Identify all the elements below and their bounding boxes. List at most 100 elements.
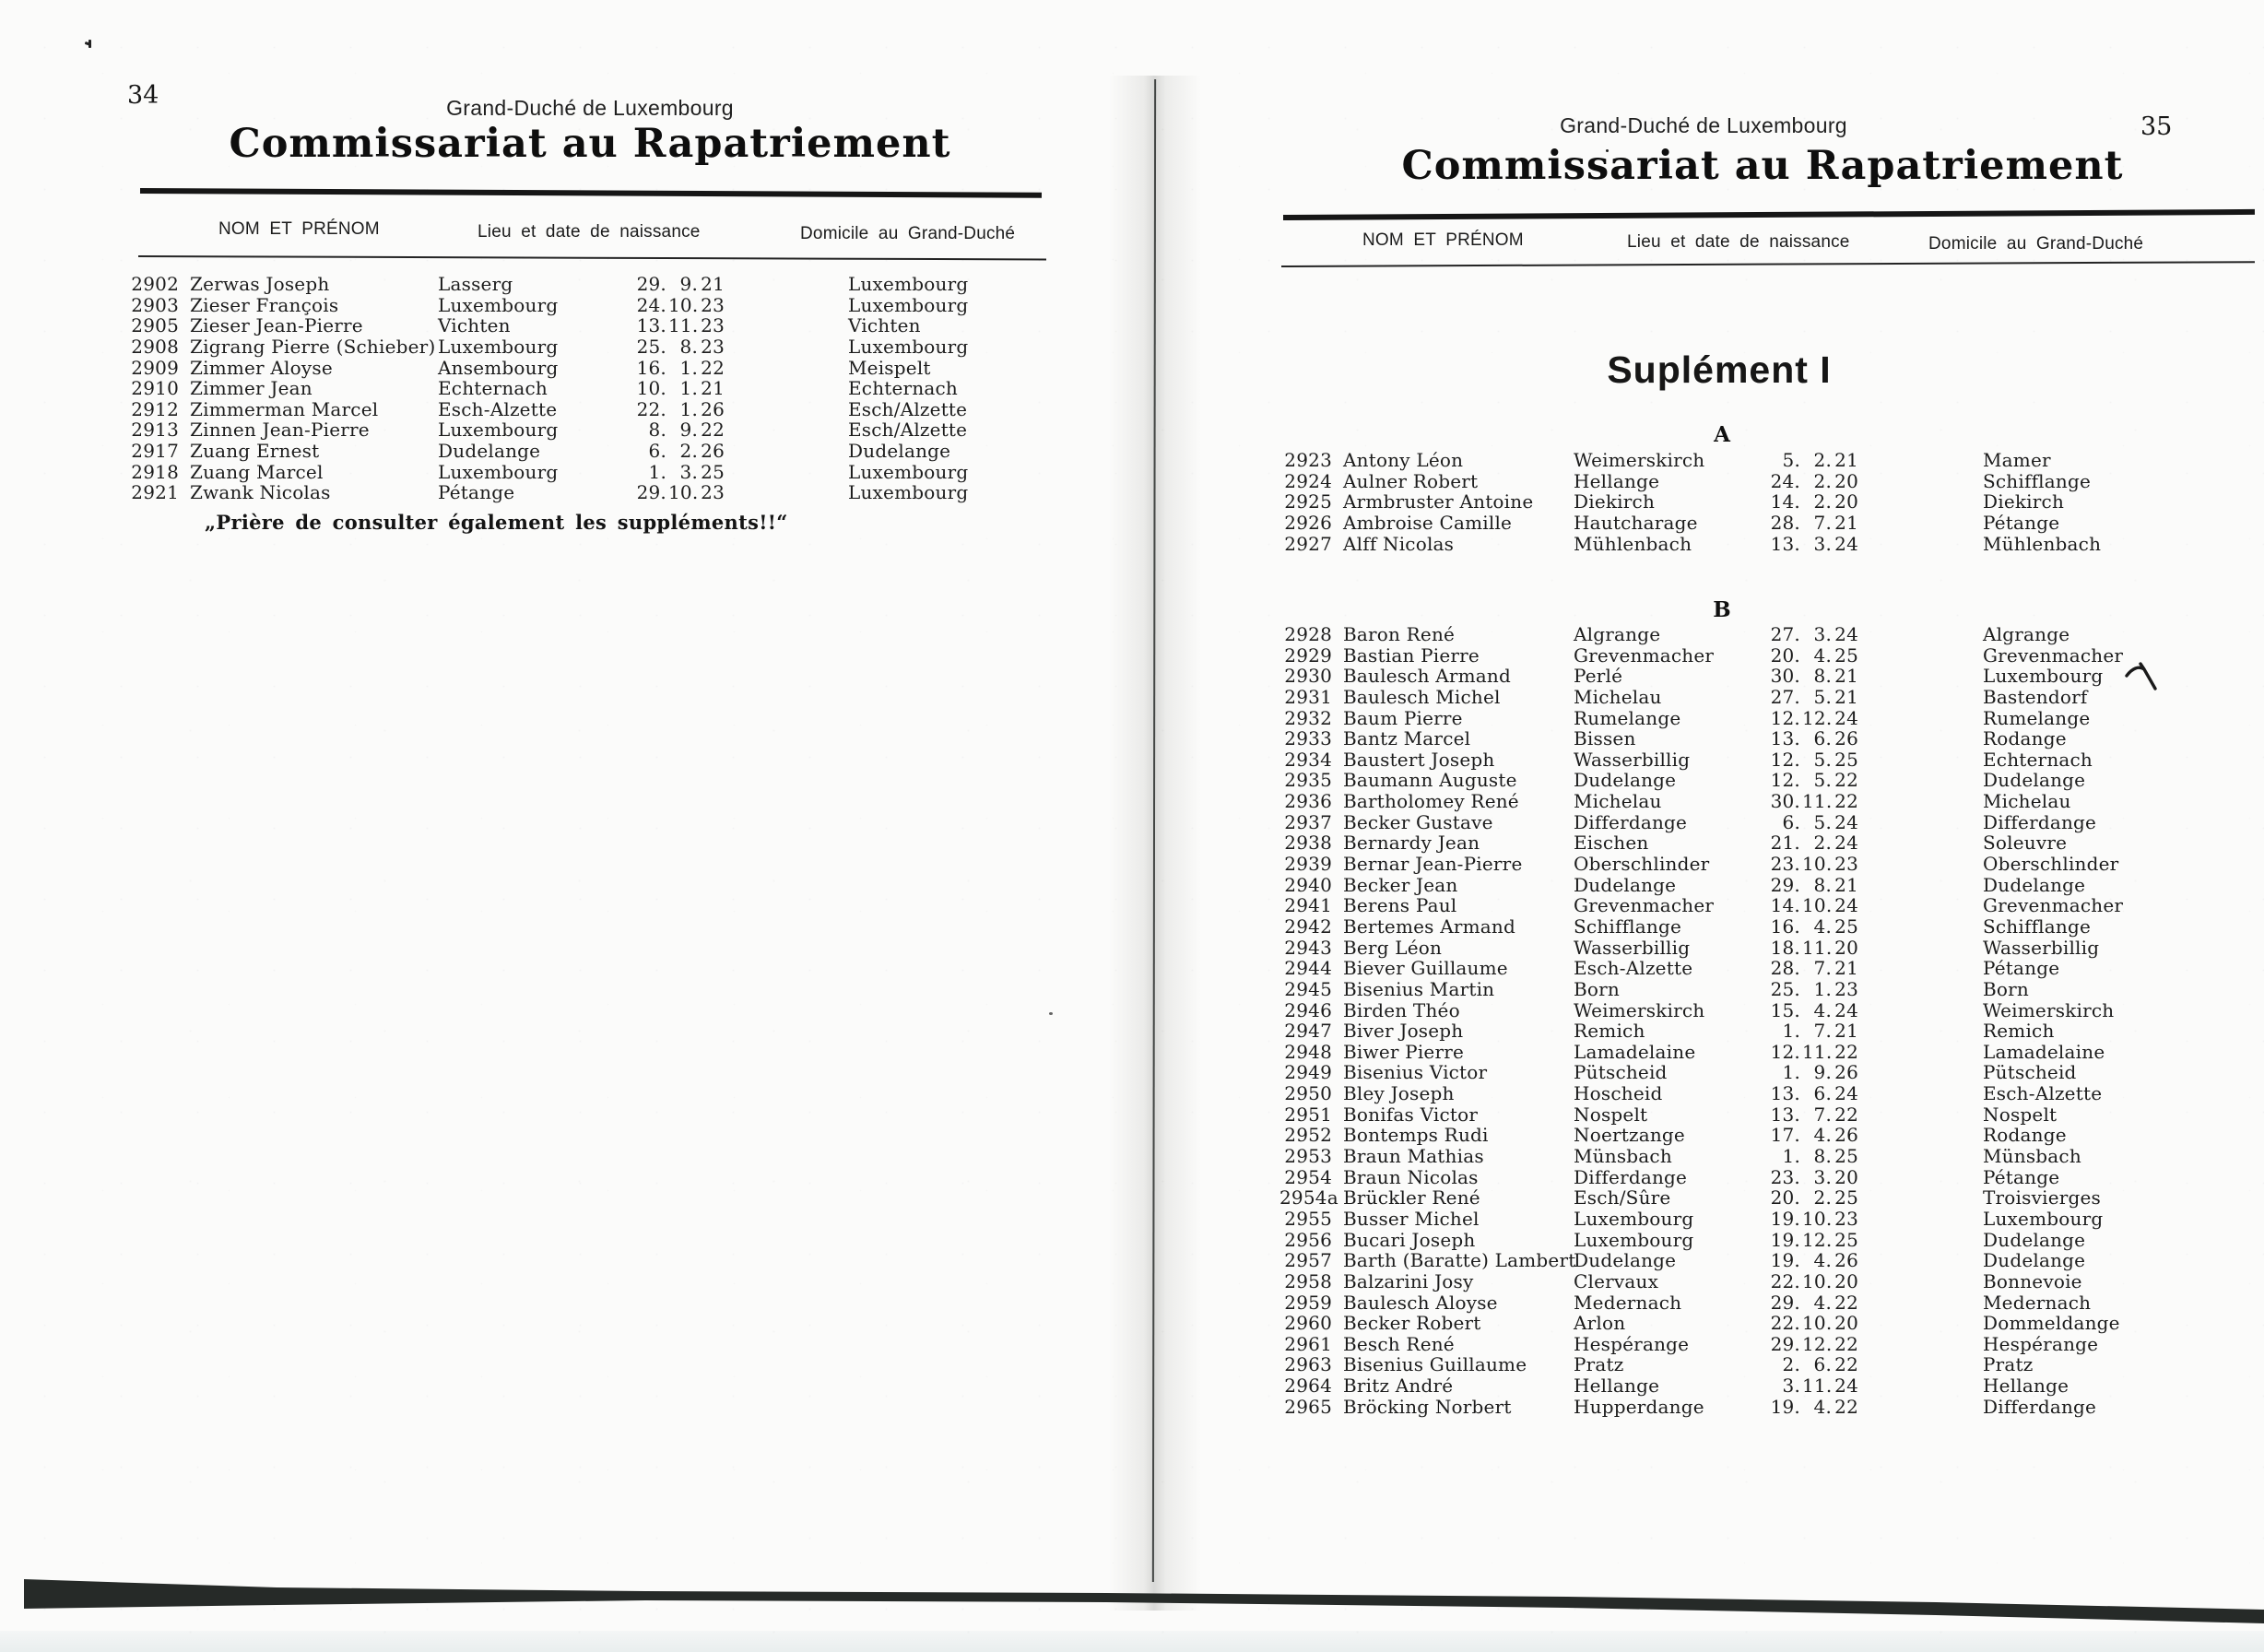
entry-birthdate: 1. 8. 25 <box>1782 1145 1858 1168</box>
page-number-right: 35 <box>2140 112 2173 141</box>
table-top-rule-right <box>1282 208 2255 220</box>
entry-name: Bonifas Victor <box>1343 1103 1479 1126</box>
column-header-birth-left: Lieu et date de naissance <box>478 222 701 242</box>
entry-domicile: Dommeldange <box>1983 1312 2120 1335</box>
entry-name: Bley Joseph <box>1343 1082 1455 1105</box>
entry-birthdate: 24. 10. 23 <box>636 293 725 316</box>
entry-domicile: Dudelange <box>848 440 951 463</box>
entry-birthplace: Esch-Alzette <box>438 397 558 420</box>
register-table-section-b: 2928 Baron René Algrange 27. 3. 24 Algrang… <box>1265 623 2264 1418</box>
table-row: 2934 Baustert Joseph Wasserbillig 12. 5. 2… <box>1279 749 2264 771</box>
entry-birthdate: 12. 5. 22 <box>1770 769 1858 792</box>
entry-name: Bisenius Victor <box>1343 1061 1488 1084</box>
entry-name: Becker Jean <box>1343 873 1458 896</box>
entry-birthdate: 19. 10. 23 <box>1770 1207 1858 1230</box>
entry-birthdate: 12. 12. 24 <box>1770 706 1858 729</box>
entry-birthdate: 27. 5. 21 <box>1770 685 1858 708</box>
entry-number: 2908 <box>131 335 179 358</box>
table-row: 2953 Braun Mathias Münsbach 1. 8. 25 Münsb… <box>1279 1145 2264 1168</box>
entry-birthplace: Ansembourg <box>438 356 559 379</box>
entry-birthdate: 1. 9. 26 <box>1782 1061 1858 1084</box>
entry-birthplace: Hoscheid <box>1574 1082 1663 1105</box>
entry-domicile: Rodange <box>1983 727 2067 750</box>
entry-birthdate: 5. 2. 21 <box>1782 449 1858 471</box>
entry-birthplace: Medernach <box>1574 1291 1682 1314</box>
page-bottom-shadow <box>24 1579 2264 1623</box>
entry-name: Barth (Baratte) Lambert <box>1343 1249 1576 1272</box>
entry-name: Braun Nicolas <box>1343 1165 1479 1188</box>
table-row: 2957 Barth (Baratte) Lambert Dudelange 1… <box>1279 1249 2264 1272</box>
entry-birthdate: 22. 1. 26 <box>636 397 725 420</box>
entry-domicile: Luxembourg <box>848 273 969 295</box>
section-letter-a: A <box>1714 422 1730 447</box>
table-row: 2912 Zimmerman Marcel Esch-Alzette 22. 1.… <box>127 397 1054 420</box>
entry-name: Zwank Nicolas <box>190 481 331 504</box>
supplement-heading: Suplément I <box>1607 348 1832 391</box>
register-table-left: 2902 Zerwas Joseph Lasserg 29. 9. 21 Luxem… <box>127 273 1054 504</box>
entry-birthplace: Münsbach <box>1574 1145 1672 1168</box>
entry-birthdate: 2. 6. 22 <box>1782 1353 1858 1376</box>
entry-name: Baumann Auguste <box>1343 769 1517 792</box>
entry-birthplace: Grevenmacher <box>1574 643 1715 667</box>
page-number-left: 34 <box>127 81 159 110</box>
entry-birthdate: 24. 2. 20 <box>1770 469 1858 492</box>
table-row: 2946 Birden Théo Weimerskirch 15. 4. 24 We… <box>1279 999 2264 1021</box>
table-row: 2945 Bisenius Martin Born 25. 1. 23 Born <box>1279 977 2264 1000</box>
entry-number: 2937 <box>1284 810 1332 833</box>
entry-birthplace: Dudelange <box>1574 873 1677 896</box>
entry-birthdate: 29. 9. 21 <box>636 273 725 295</box>
entry-number: 2963 <box>1284 1353 1332 1376</box>
entry-domicile: Weimerskirch <box>1983 998 2115 1021</box>
entry-domicile: Vichten <box>848 314 921 337</box>
table-row: 2931 Baulesch Michel Michelau 27. 5. 21 Ba… <box>1279 685 2264 708</box>
table-row: 2936 Bartholomey René Michelau 30. 11. 22 … <box>1279 790 2264 812</box>
entry-number: 2912 <box>131 397 179 420</box>
entry-birthdate: 16. 1. 22 <box>636 356 725 379</box>
entry-domicile: Esch/Alzette <box>848 419 968 442</box>
entry-number: 2926 <box>1284 511 1332 534</box>
entry-domicile: Luxembourg <box>1983 665 2104 688</box>
entry-name: Brückler René <box>1343 1186 1480 1210</box>
table-row: 2942 Bertemes Armand Schifflange 16. 4. 25… <box>1279 914 2264 938</box>
entry-name: Berens Paul <box>1343 894 1457 917</box>
table-row: 2954 Braun Nicolas Differdange 23. 3. 20 P… <box>1279 1165 2264 1188</box>
entry-domicile: Grevenmacher <box>1983 894 2124 917</box>
page-kicker-right: Grand-Duché de Luxembourg <box>1560 113 1847 137</box>
entry-number: 2930 <box>1284 665 1332 688</box>
table-row: 2923 Antony Léon Weimerskirch 5. 2. 21 Mam… <box>1279 449 2264 471</box>
entry-birthdate: 14. 10. 24 <box>1770 894 1858 917</box>
entry-birthdate: 29. 4. 22 <box>1770 1291 1858 1314</box>
entry-name: Biwer Pierre <box>1343 1040 1465 1063</box>
table-row: 2959 Baulesch Aloyse Medernach 29. 4. 22 M… <box>1279 1291 2264 1314</box>
entry-domicile: Nospelt <box>1983 1103 2058 1126</box>
entry-birthplace: Arlon <box>1574 1312 1626 1335</box>
entry-birthdate: 1. 7. 21 <box>1782 1020 1858 1043</box>
entry-birthplace: Luxembourg <box>438 460 559 483</box>
entry-birthplace: Nospelt <box>1574 1103 1648 1126</box>
entry-birthplace: Hautcharage <box>1574 511 1698 534</box>
table-header-rule-right <box>1280 261 2255 268</box>
entry-birthplace: Algrange <box>1574 623 1661 645</box>
table-row: 2939 Bernar Jean-Pierre Oberschlinder 23… <box>1279 853 2264 876</box>
entry-name: Bertemes Armand <box>1343 914 1515 938</box>
table-row: 2929 Bastian Pierre Grevenmacher 20. 4. 25… <box>1279 643 2264 667</box>
dust-speck <box>1049 1012 1053 1015</box>
entry-birthplace: Grevenmacher <box>1574 894 1715 917</box>
entry-number: 2923 <box>1284 449 1332 471</box>
entry-birthplace: Luxembourg <box>1574 1228 1694 1251</box>
entry-birthplace: Lasserg <box>438 273 513 295</box>
entry-birthdate: 6. 2. 26 <box>648 440 725 463</box>
entry-domicile: Born <box>1983 977 2029 1000</box>
table-row: 2949 Bisenius Victor Pütscheid 1. 9. 26 Pü… <box>1279 1061 2264 1084</box>
entry-birthdate: 23. 10. 23 <box>1770 853 1858 876</box>
entry-name: Bisenius Guillaume <box>1343 1353 1527 1376</box>
entry-number: 2958 <box>1284 1269 1332 1292</box>
entry-name: Armbruster Antoine <box>1343 490 1534 513</box>
entry-birthplace: Dudelange <box>1574 769 1677 792</box>
entry-birthplace: Perlé <box>1574 665 1623 688</box>
entry-birthplace: Michelau <box>1574 685 1662 708</box>
entry-name: Braun Mathias <box>1343 1145 1484 1168</box>
entry-domicile: Luxembourg <box>848 293 969 316</box>
entry-domicile: Lamadelaine <box>1983 1040 2105 1063</box>
entry-number: 2948 <box>1284 1040 1332 1063</box>
